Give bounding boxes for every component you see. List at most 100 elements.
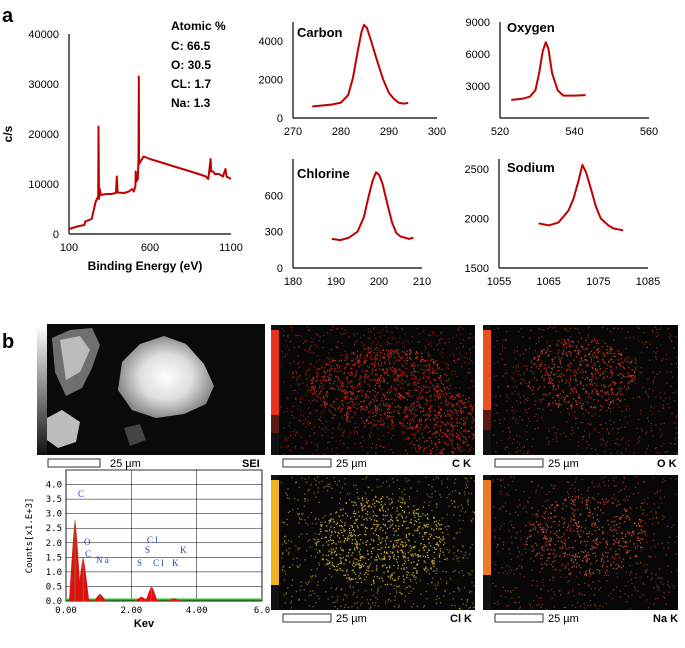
map-dot: [430, 452, 432, 455]
map-dot: [514, 380, 516, 382]
map-dot: [403, 397, 405, 399]
map-dot: [588, 571, 591, 573]
map-dot: [433, 516, 435, 518]
map-dot: [593, 546, 596, 549]
map-dot: [323, 361, 325, 363]
map-dot: [410, 409, 412, 411]
map-dot: [358, 515, 360, 517]
map-dot: [318, 540, 320, 542]
map-dot: [400, 506, 402, 508]
map-dot: [594, 428, 596, 430]
map-dot: [543, 349, 545, 351]
map-dot: [302, 512, 304, 515]
map-dot: [591, 340, 594, 342]
map-dot: [422, 377, 425, 379]
map-dot: [327, 598, 329, 600]
map-dot: [591, 392, 593, 394]
map-dot: [541, 531, 543, 533]
y-tick-label: 40000: [28, 29, 59, 41]
map-dot: [631, 582, 633, 585]
map-dot: [393, 554, 395, 556]
map-dot: [345, 356, 347, 358]
map-dot: [551, 427, 553, 429]
map-dot: [471, 581, 473, 584]
map-dot: [307, 490, 309, 492]
map-dot: [631, 594, 633, 596]
map-dot: [531, 507, 534, 509]
map-dot: [454, 370, 456, 372]
map-dot: [548, 404, 550, 406]
map-dot: [544, 352, 546, 354]
map-dot: [434, 372, 436, 374]
map-dot: [338, 533, 340, 535]
map-dot: [350, 391, 352, 393]
map-dot: [434, 360, 436, 363]
map-dot: [375, 355, 377, 357]
map-dot: [443, 448, 445, 450]
map-dot: [659, 489, 662, 492]
map-dot: [389, 556, 391, 558]
map-dot: [355, 519, 357, 521]
map-dot: [519, 449, 521, 452]
map-dot: [352, 393, 354, 396]
map-dot: [662, 357, 665, 360]
map-dot: [576, 347, 578, 349]
map-dot: [575, 575, 577, 577]
map-dot: [359, 360, 361, 363]
map-dot: [322, 435, 324, 437]
map-dot: [548, 377, 550, 380]
map-dot: [444, 386, 446, 388]
map-dot: [460, 427, 462, 429]
map-dot: [603, 386, 606, 388]
map-dot: [438, 412, 440, 415]
map-dot: [382, 393, 384, 395]
map-dot: [380, 365, 383, 367]
map-dot: [291, 477, 293, 479]
map-dot: [408, 533, 410, 535]
map-dot: [523, 576, 525, 578]
map-dot: [662, 407, 665, 409]
map-dot: [647, 555, 650, 558]
map-dot: [584, 355, 586, 358]
map-dot: [416, 424, 418, 426]
map-dot: [580, 405, 583, 407]
map-dot: [561, 517, 563, 519]
map-dot: [536, 554, 538, 556]
map-dot: [453, 355, 455, 357]
map-dot: [440, 382, 443, 384]
map-dot: [433, 546, 435, 549]
map-dot: [427, 400, 429, 402]
map-dot: [569, 346, 571, 348]
map-dot: [429, 372, 431, 374]
map-dot: [541, 568, 543, 570]
map-dot: [466, 357, 469, 360]
map-dot: [537, 485, 539, 487]
map-dot: [569, 392, 571, 394]
map-dot: [351, 525, 353, 527]
map-dot: [575, 401, 577, 403]
chart-title: Sodium: [507, 160, 555, 175]
map-dot: [527, 386, 529, 388]
map-dot: [429, 407, 431, 409]
map-dot: [472, 433, 474, 436]
map-dot: [472, 606, 474, 609]
map-dot: [360, 502, 362, 505]
map-dot: [359, 379, 361, 381]
map-dot: [329, 483, 331, 485]
map-dot: [585, 571, 587, 573]
map-dot: [616, 572, 618, 574]
map-dot: [343, 367, 346, 369]
map-dot: [323, 404, 325, 406]
map-dot: [616, 532, 618, 535]
map-dot: [657, 522, 659, 524]
map-dot: [670, 338, 672, 340]
map-dot: [643, 343, 645, 345]
map-dot: [405, 535, 407, 537]
map-label: C K: [452, 458, 471, 470]
map-dot: [384, 515, 387, 517]
map-dot: [522, 378, 524, 381]
map-dot: [439, 376, 442, 378]
map-dot: [542, 579, 544, 581]
map-dot: [617, 392, 619, 394]
map-dot: [443, 554, 445, 556]
